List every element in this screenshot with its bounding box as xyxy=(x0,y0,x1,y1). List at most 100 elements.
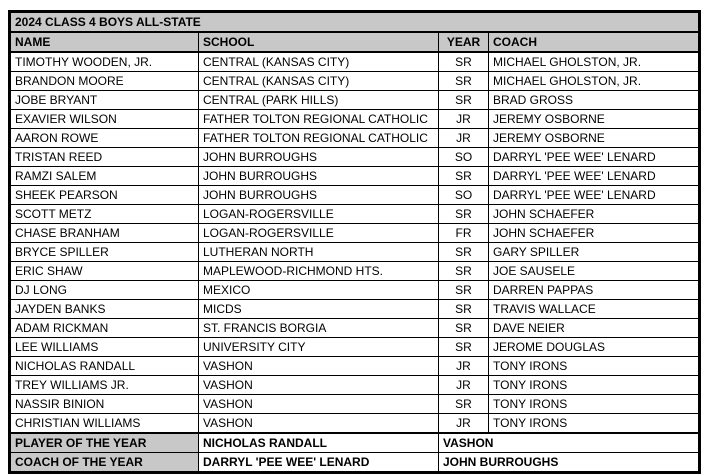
coach-cell: DARRYL 'PEE WEE' LENARD xyxy=(488,147,700,167)
table-row: SCOTT METZ LOGAN-ROGERSVILLE SR JOHN SCH… xyxy=(9,204,700,224)
school-cell: FATHER TOLTON REGIONAL CATHOLIC xyxy=(198,128,439,148)
school-cell: VASHON xyxy=(198,413,439,434)
table-row: DJ LONG MEXICO SR DARREN PAPPAS xyxy=(9,280,700,300)
table-row: TRISTAN REED JOHN BURROUGHS SO DARRYL 'P… xyxy=(9,147,700,167)
table-row: LEE WILLIAMS UNIVERSITY CITY SR JEROME D… xyxy=(9,337,700,357)
column-header-school: SCHOOL xyxy=(198,31,439,53)
coach-cell: MICHAEL GHOLSTON, JR. xyxy=(488,71,700,91)
table-row: NICHOLAS RANDALL VASHON JR TONY IRONS xyxy=(9,356,700,376)
player-name-cell: TREY WILLIAMS JR. xyxy=(9,375,199,395)
coach-cell: GARY SPILLER xyxy=(488,242,700,262)
table-row: CHRISTIAN WILLIAMS VASHON JR TONY IRONS xyxy=(9,413,700,434)
coach-cell: JEROME DOUGLAS xyxy=(488,337,700,357)
school-cell: FATHER TOLTON REGIONAL CATHOLIC xyxy=(198,109,439,129)
table-row: JAYDEN BANKS MICDS SR TRAVIS WALLACE xyxy=(9,299,700,319)
coach-cell: BRAD GROSS xyxy=(488,90,700,110)
player-name-cell: NASSIR BINION xyxy=(9,394,199,414)
table-row: AARON ROWE FATHER TOLTON REGIONAL CATHOL… xyxy=(9,128,700,148)
table-row: BRANDON MOORE CENTRAL (KANSAS CITY) SR M… xyxy=(9,71,700,91)
coach-cell: DARRYL 'PEE WEE' LENARD xyxy=(488,185,700,205)
coach-of-year-name: DARRYL 'PEE WEE' LENARD xyxy=(198,452,439,473)
player-of-year-name: NICHOLAS RANDALL xyxy=(198,432,439,453)
school-cell: CENTRAL (PARK HILLS) xyxy=(198,90,439,110)
player-name-cell: DJ LONG xyxy=(9,280,199,300)
player-name-cell: EXAVIER WILSON xyxy=(9,109,199,129)
coach-cell: JEREMY OSBORNE xyxy=(488,128,700,148)
player-name-cell: LEE WILLIAMS xyxy=(9,337,199,357)
coach-cell: DAVE NEIER xyxy=(488,318,700,338)
school-cell: MEXICO xyxy=(198,280,439,300)
coach-cell: DARREN PAPPAS xyxy=(488,280,700,300)
column-header-coach: COACH xyxy=(488,31,700,53)
player-of-year-school: VASHON xyxy=(438,432,700,453)
player-name-cell: JOBE BRYANT xyxy=(9,90,199,110)
year-cell: SO xyxy=(438,147,489,167)
column-header-year: YEAR xyxy=(438,31,489,53)
table-title-row: 2024 CLASS 4 BOYS ALL-STATE xyxy=(9,11,700,33)
player-name-cell: JAYDEN BANKS xyxy=(9,299,199,319)
year-cell: SR xyxy=(438,90,489,110)
coach-of-year-school: JOHN BURROUGHS xyxy=(438,452,700,473)
player-of-year-row: PLAYER OF THE YEAR NICHOLAS RANDALL VASH… xyxy=(9,432,700,453)
year-cell: JR xyxy=(438,375,489,395)
year-cell: SR xyxy=(438,337,489,357)
table-row: EXAVIER WILSON FATHER TOLTON REGIONAL CA… xyxy=(9,109,700,129)
coach-cell: TRAVIS WALLACE xyxy=(488,299,700,319)
coach-cell: TONY IRONS xyxy=(488,375,700,395)
school-cell: LOGAN-ROGERSVILLE xyxy=(198,223,439,243)
year-cell: SR xyxy=(438,166,489,186)
table-row: ADAM RICKMAN ST. FRANCIS BORGIA SR DAVE … xyxy=(9,318,700,338)
school-cell: LUTHERAN NORTH xyxy=(198,242,439,262)
school-cell: CENTRAL (KANSAS CITY) xyxy=(198,51,439,72)
player-name-cell: BRYCE SPILLER xyxy=(9,242,199,262)
year-cell: JR xyxy=(438,109,489,129)
school-cell: UNIVERSITY CITY xyxy=(198,337,439,357)
year-cell: JR xyxy=(438,128,489,148)
table-row: TIMOTHY WOODEN, JR. CENTRAL (KANSAS CITY… xyxy=(9,51,700,72)
school-cell: LOGAN-ROGERSVILLE xyxy=(198,204,439,224)
school-cell: JOHN BURROUGHS xyxy=(198,166,439,186)
player-name-cell: BRANDON MOORE xyxy=(9,71,199,91)
table-row: SHEEK PEARSON JOHN BURROUGHS SO DARRYL '… xyxy=(9,185,700,205)
table-row: ERIC SHAW MAPLEWOOD-RICHMOND HTS. SR JOE… xyxy=(9,261,700,281)
year-cell: JR xyxy=(438,356,489,376)
table-title: 2024 CLASS 4 BOYS ALL-STATE xyxy=(9,11,700,33)
coach-cell: JOE SAUSELE xyxy=(488,261,700,281)
year-cell: SR xyxy=(438,71,489,91)
year-cell: SR xyxy=(438,242,489,262)
year-cell: FR xyxy=(438,223,489,243)
player-rows: TIMOTHY WOODEN, JR. CENTRAL (KANSAS CITY… xyxy=(9,51,700,434)
player-name-cell: SCOTT METZ xyxy=(9,204,199,224)
coach-cell: JEREMY OSBORNE xyxy=(488,109,700,129)
player-name-cell: TRISTAN REED xyxy=(9,147,199,167)
coach-cell: TONY IRONS xyxy=(488,394,700,414)
player-name-cell: RAMZI SALEM xyxy=(9,166,199,186)
player-name-cell: CHASE BRANHAM xyxy=(9,223,199,243)
coach-cell: DARRYL 'PEE WEE' LENARD xyxy=(488,166,700,186)
school-cell: CENTRAL (KANSAS CITY) xyxy=(198,71,439,91)
school-cell: VASHON xyxy=(198,356,439,376)
player-of-year-label: PLAYER OF THE YEAR xyxy=(9,432,199,453)
school-cell: VASHON xyxy=(198,394,439,414)
player-name-cell: SHEEK PEARSON xyxy=(9,185,199,205)
table-row: BRYCE SPILLER LUTHERAN NORTH SR GARY SPI… xyxy=(9,242,700,262)
player-name-cell: ERIC SHAW xyxy=(9,261,199,281)
coach-of-year-label: COACH OF THE YEAR xyxy=(9,452,199,473)
table-header-row: NAME SCHOOL YEAR COACH xyxy=(9,31,700,53)
all-state-table: 2024 CLASS 4 BOYS ALL-STATE NAME SCHOOL … xyxy=(8,10,701,474)
year-cell: SR xyxy=(438,299,489,319)
table-row: TREY WILLIAMS JR. VASHON JR TONY IRONS xyxy=(9,375,700,395)
coach-cell: JOHN SCHAEFER xyxy=(488,223,700,243)
year-cell: SR xyxy=(438,261,489,281)
player-name-cell: AARON ROWE xyxy=(9,128,199,148)
school-cell: JOHN BURROUGHS xyxy=(198,185,439,205)
school-cell: VASHON xyxy=(198,375,439,395)
coach-cell: MICHAEL GHOLSTON, JR. xyxy=(488,51,700,72)
player-name-cell: NICHOLAS RANDALL xyxy=(9,356,199,376)
year-cell: SR xyxy=(438,318,489,338)
table-row: NASSIR BINION VASHON SR TONY IRONS xyxy=(9,394,700,414)
year-cell: SR xyxy=(438,280,489,300)
school-cell: MAPLEWOOD-RICHMOND HTS. xyxy=(198,261,439,281)
year-cell: SR xyxy=(438,51,489,72)
school-cell: MICDS xyxy=(198,299,439,319)
